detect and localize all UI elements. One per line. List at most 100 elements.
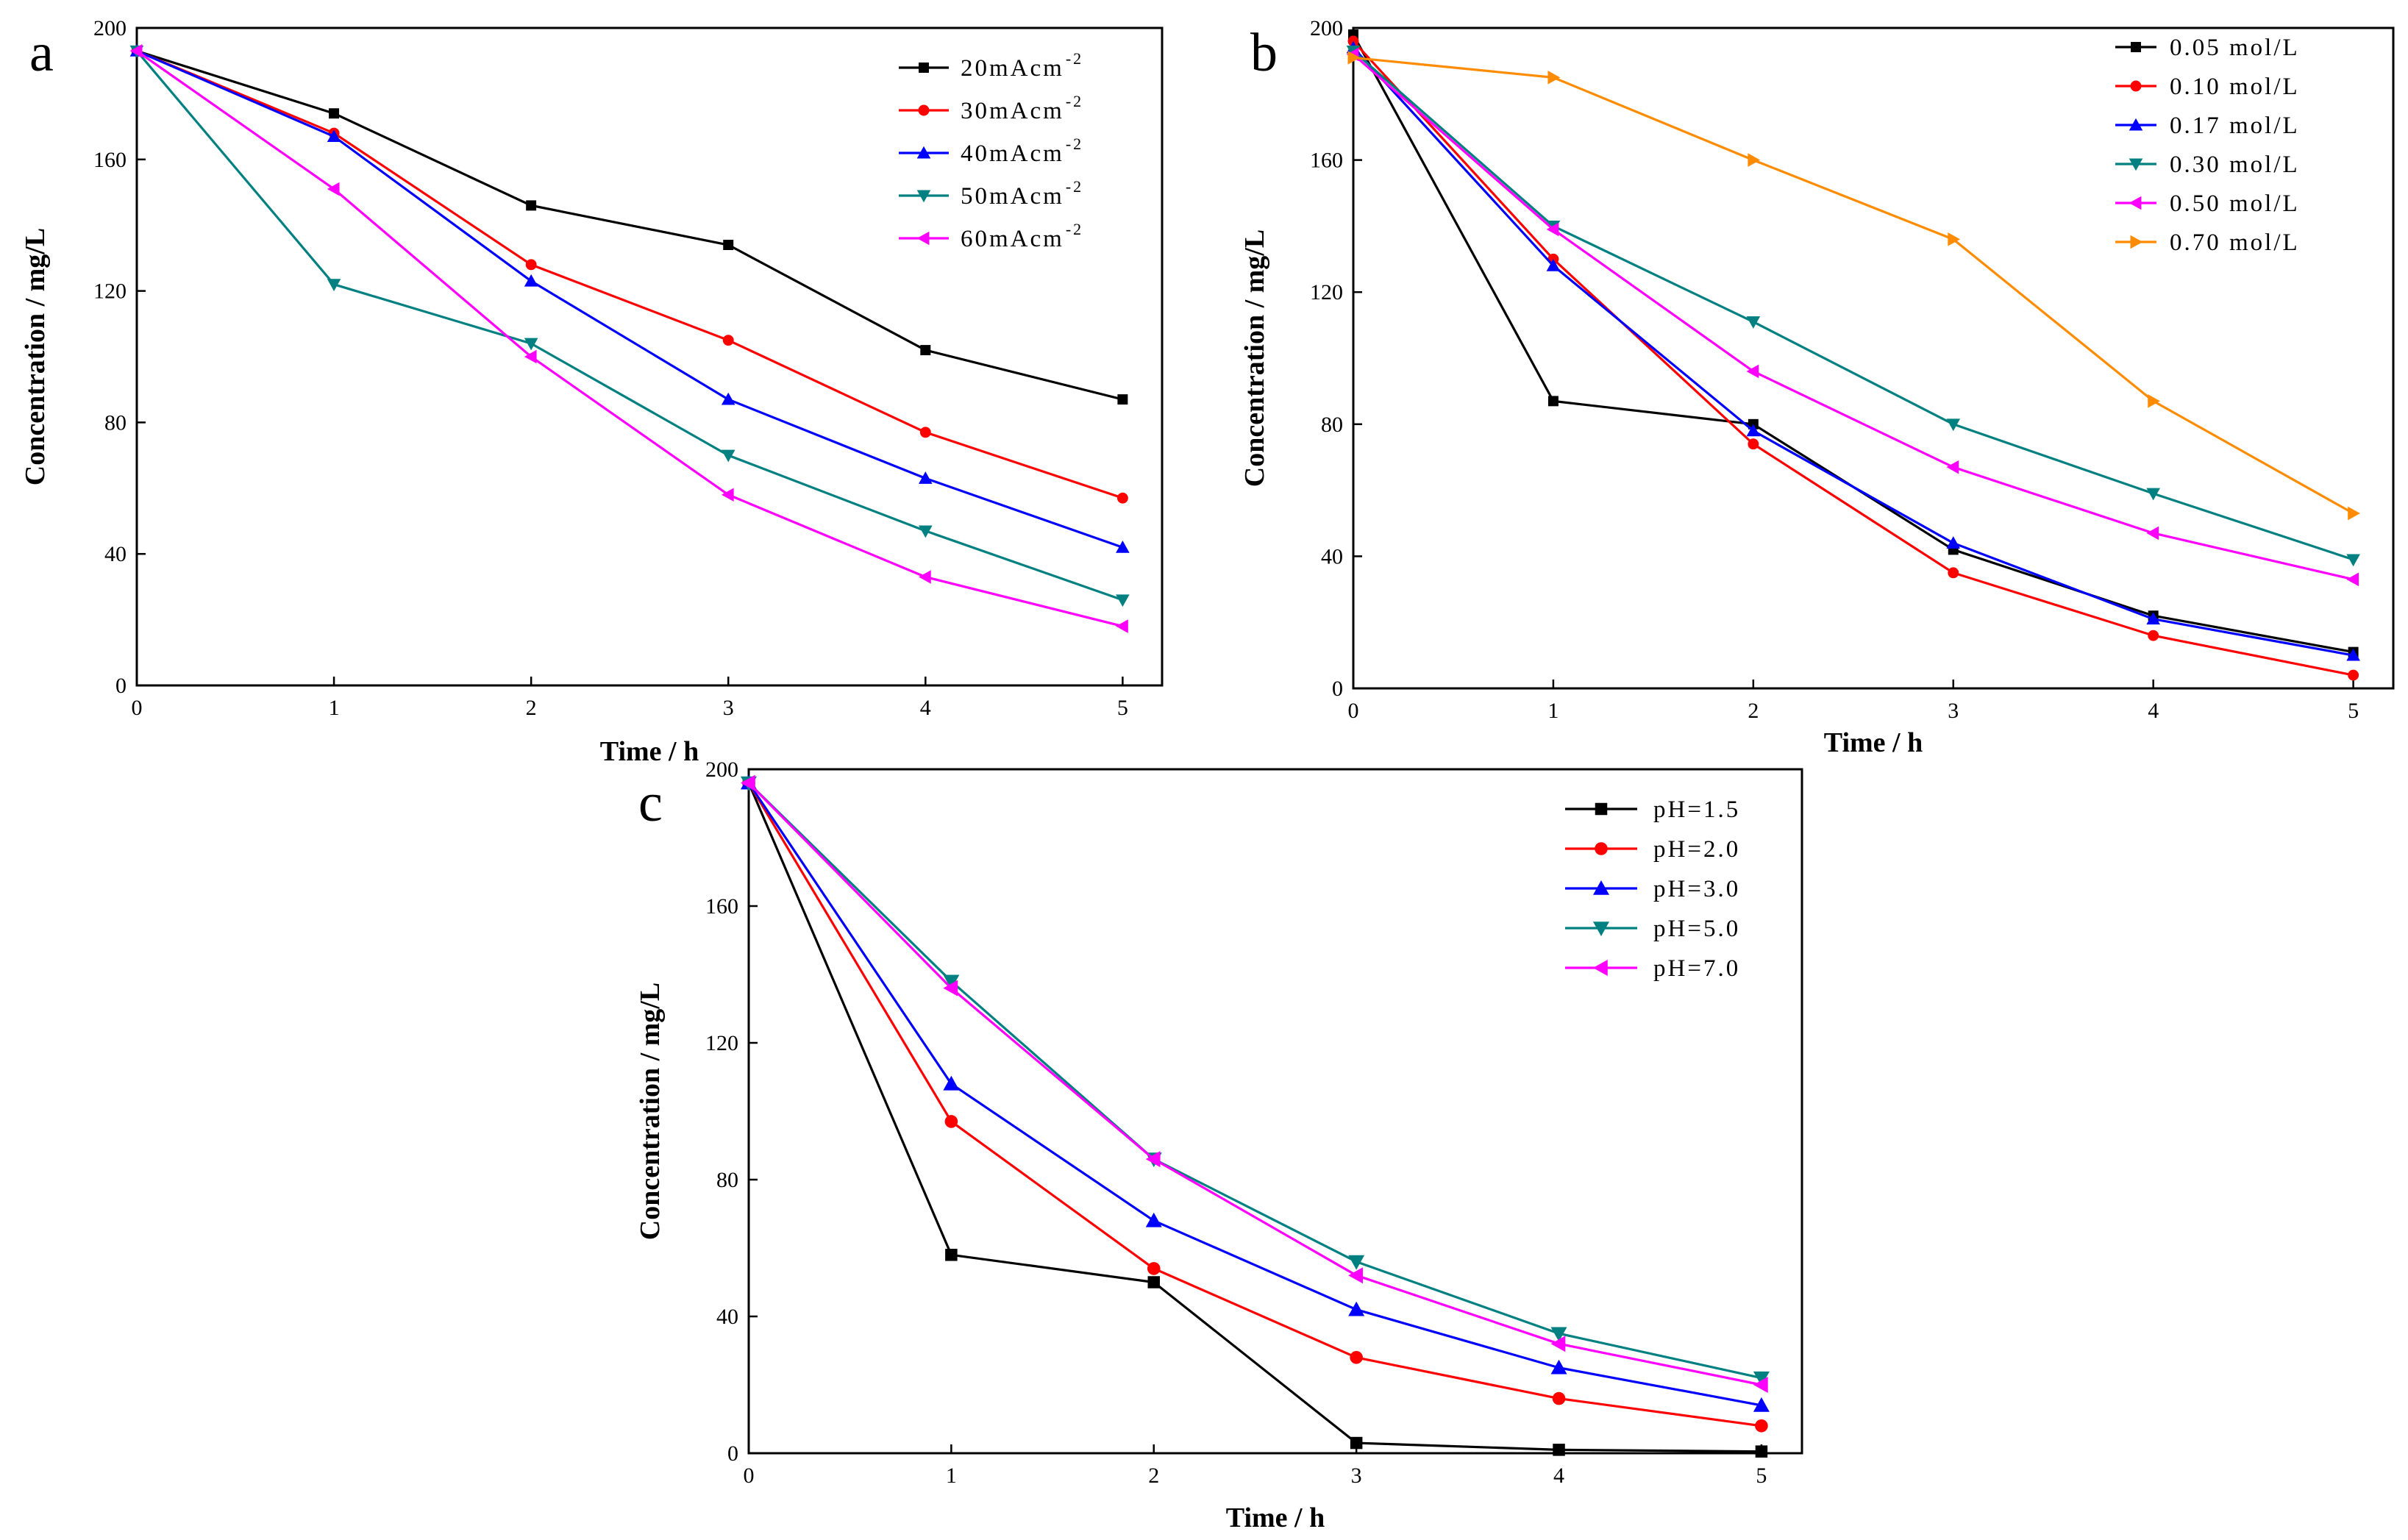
legend-item: 0.70 mol/L [2115, 229, 2298, 256]
data-point [1748, 438, 1759, 450]
data-point [1116, 619, 1128, 633]
legend-item: 40mAcm-2 [899, 135, 1081, 167]
plot-frame [1352, 26, 2395, 690]
legend-marker [2129, 118, 2143, 131]
legend-item: 50mAcm-2 [899, 177, 1083, 210]
y-tick-label: 160 [705, 894, 738, 919]
x-tick-label: 3 [723, 696, 734, 720]
series-5 [741, 774, 1768, 1393]
legend-label: 0.10 mol/L [2170, 74, 2300, 100]
data-point [919, 525, 933, 538]
data-point [2146, 612, 2160, 625]
x-tick-label: 5 [1117, 696, 1128, 720]
y-tick-label: 120 [93, 279, 127, 304]
data-point [1546, 222, 1559, 237]
data-point [723, 240, 734, 250]
legend-marker [1593, 921, 1609, 936]
data-point [721, 392, 735, 405]
data-point [919, 570, 931, 584]
data-point [945, 1249, 958, 1261]
data-point [1946, 418, 1961, 432]
data-point [1547, 396, 1559, 407]
y-tick-label: 120 [705, 1031, 738, 1055]
data-point [722, 335, 734, 346]
y-tick-label: 160 [1310, 149, 1343, 173]
y-tick-label: 200 [93, 16, 127, 40]
y-tick-label: 0 [727, 1441, 738, 1466]
data-point [2346, 648, 2360, 661]
data-point [1753, 1377, 1768, 1393]
legend-item: 60mAcm-2 [899, 220, 1081, 252]
data-point [944, 1115, 958, 1128]
x-tick-label: 4 [2148, 699, 2159, 723]
chart-panel-c: 0 1 2 3 4 5 0 40 80 120 160 200 Time / h Concentratio… [635, 757, 1803, 1533]
data-point [1746, 364, 1759, 379]
series-4 [129, 45, 1130, 607]
data-point [1348, 1267, 1363, 1284]
y-tick-label: 200 [1310, 16, 1343, 40]
x-tick-label: 1 [946, 1464, 957, 1488]
data-point [1746, 424, 1761, 437]
legend-label: 0.50 mol/L [2170, 190, 2300, 217]
y-tick-label: 0 [1332, 677, 1343, 701]
series-line [1352, 50, 2354, 561]
x-tick-label: 2 [526, 696, 537, 720]
legend-marker [918, 104, 930, 116]
legend-marker [2130, 235, 2143, 249]
data-point [524, 338, 538, 351]
legend-item: pH=7.0 [1565, 955, 1740, 982]
legend-marker [1593, 880, 1609, 895]
data-point [1547, 71, 1561, 85]
data-point [919, 427, 931, 438]
legend-marker [2129, 158, 2143, 171]
data-point [1348, 1301, 1365, 1316]
chart-panel-b: 0 1 2 3 4 5 0 40 80 120 160 200 Time / h Concentratio… [1239, 16, 2395, 758]
data-point [1753, 1397, 1770, 1412]
data-point [129, 43, 143, 58]
legend-label: 20mAcm-2 [961, 49, 1083, 82]
x-axis-label: Time / h [1824, 727, 1923, 758]
series-line [747, 782, 1762, 1380]
data-point [1753, 1371, 1770, 1386]
legend-label: pH=3.0 [1653, 876, 1740, 902]
data-point [1117, 394, 1128, 405]
data-point [1748, 153, 1761, 167]
x-tick-label: 0 [1348, 699, 1359, 723]
data-point [1145, 1212, 1162, 1227]
data-point [1552, 1391, 1566, 1405]
chart-panel-a: 0 1 2 3 4 5 0 40 80 120 160 200 Time / h Concentratio… [20, 16, 1164, 767]
series-6 [1347, 51, 2360, 521]
legend-item: pH=5.0 [1565, 916, 1740, 942]
data-point [327, 279, 341, 291]
legend-item: 0.50 mol/L [2115, 190, 2300, 217]
y-tick-label: 40 [716, 1305, 738, 1329]
series-line [1352, 53, 2354, 581]
data-point [943, 980, 958, 997]
legend-marker [916, 190, 931, 203]
data-point [524, 274, 538, 287]
y-axis-label: Concentration / mg/L [20, 228, 51, 485]
data-point [1347, 51, 1361, 65]
legend-label: 50mAcm-2 [961, 177, 1083, 210]
data-point [524, 349, 537, 364]
legend-label: pH=7.0 [1653, 955, 1740, 982]
x-tick-label: 0 [132, 696, 143, 720]
data-point [1755, 1419, 1768, 1433]
x-tick-label: 3 [1948, 699, 1959, 723]
legend-label: 0.30 mol/L [2170, 151, 2300, 178]
data-point [943, 974, 960, 990]
series-line [747, 782, 1762, 1453]
legend-label: pH=5.0 [1653, 916, 1740, 942]
series-line [136, 49, 1123, 628]
data-point [2348, 506, 2360, 521]
y-tick-label: 0 [115, 674, 127, 698]
y-axis-label: Concentration / mg/L [1239, 229, 1270, 487]
x-tick-label: 1 [329, 696, 340, 720]
series-line [1353, 56, 2354, 515]
panel-label: c [638, 773, 663, 833]
legend-marker [2130, 80, 2142, 92]
legend-item: 0.30 mol/L [2115, 151, 2300, 178]
data-point [721, 488, 734, 502]
legend-marker [919, 63, 929, 73]
y-tick-label: 40 [104, 542, 127, 566]
